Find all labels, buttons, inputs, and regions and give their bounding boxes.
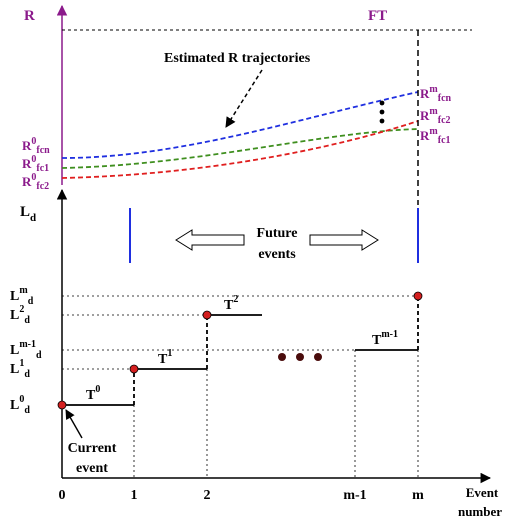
future-events-marker: Future events [129, 208, 419, 263]
rm-fc1-label: Rmfc1 [420, 126, 451, 146]
point-event-0 [57, 400, 67, 410]
lm1-d-label: Lm-1d [10, 339, 42, 361]
r0-fc1-label: R0fc1 [22, 154, 49, 174]
r0-fc2-label: R0fc2 [22, 172, 49, 192]
event-ellipsis [278, 353, 322, 361]
t0-label: T0 [86, 384, 100, 403]
tm1-label: Tm-1 [372, 329, 398, 348]
current-label: Current [68, 441, 117, 456]
rm-fc2-label: Rmfc2 [420, 106, 451, 126]
x-tick-m: m [412, 488, 424, 503]
trajectory-fcn [61, 91, 419, 159]
trajectory-fc1 [61, 128, 419, 169]
point-event-m [413, 291, 423, 301]
r-panel: R FT Estimated R trajectories R0fcn R0fc… [22, 4, 472, 192]
t1-label: T1 [158, 348, 172, 367]
x-tick-0: 0 [59, 488, 66, 503]
staircase [62, 296, 419, 406]
r0-fcn-label: R0fcn [22, 136, 50, 156]
l0-d-label: L0d [10, 394, 30, 416]
t2-label: T2 [224, 294, 238, 313]
x-tick-m1: m-1 [343, 488, 366, 503]
l2-d-label: L2d [10, 304, 30, 326]
trajectory-fc2 [61, 120, 419, 179]
l1-d-label: L1d [10, 358, 30, 380]
r-axis-label: R [24, 8, 35, 24]
future-label: Future [257, 226, 298, 241]
trajectory-ellipsis [379, 100, 385, 124]
ld-panel: Ld [10, 30, 502, 519]
x-tick-2: 2 [204, 488, 211, 503]
point-event-1 [129, 364, 139, 374]
lm-d-label: Lmd [10, 285, 34, 307]
left-block-arrow [175, 229, 245, 251]
right-block-arrow [309, 229, 379, 251]
x-tick-1: 1 [131, 488, 138, 503]
ft-label: FT [368, 8, 387, 24]
x-axis-label-line2: number [458, 504, 502, 519]
point-event-2 [202, 310, 212, 320]
rm-fcn-label: Rmfcn [420, 84, 452, 104]
annotation-arrow [225, 69, 263, 128]
x-axis-label-line1: Event [466, 485, 499, 500]
event-label: event [76, 461, 108, 476]
ld-axis-label: Ld [20, 204, 36, 224]
estimated-trajectories-label: Estimated R trajectories [164, 51, 311, 66]
events-label: events [258, 247, 296, 262]
current-event-arrow [65, 409, 83, 439]
